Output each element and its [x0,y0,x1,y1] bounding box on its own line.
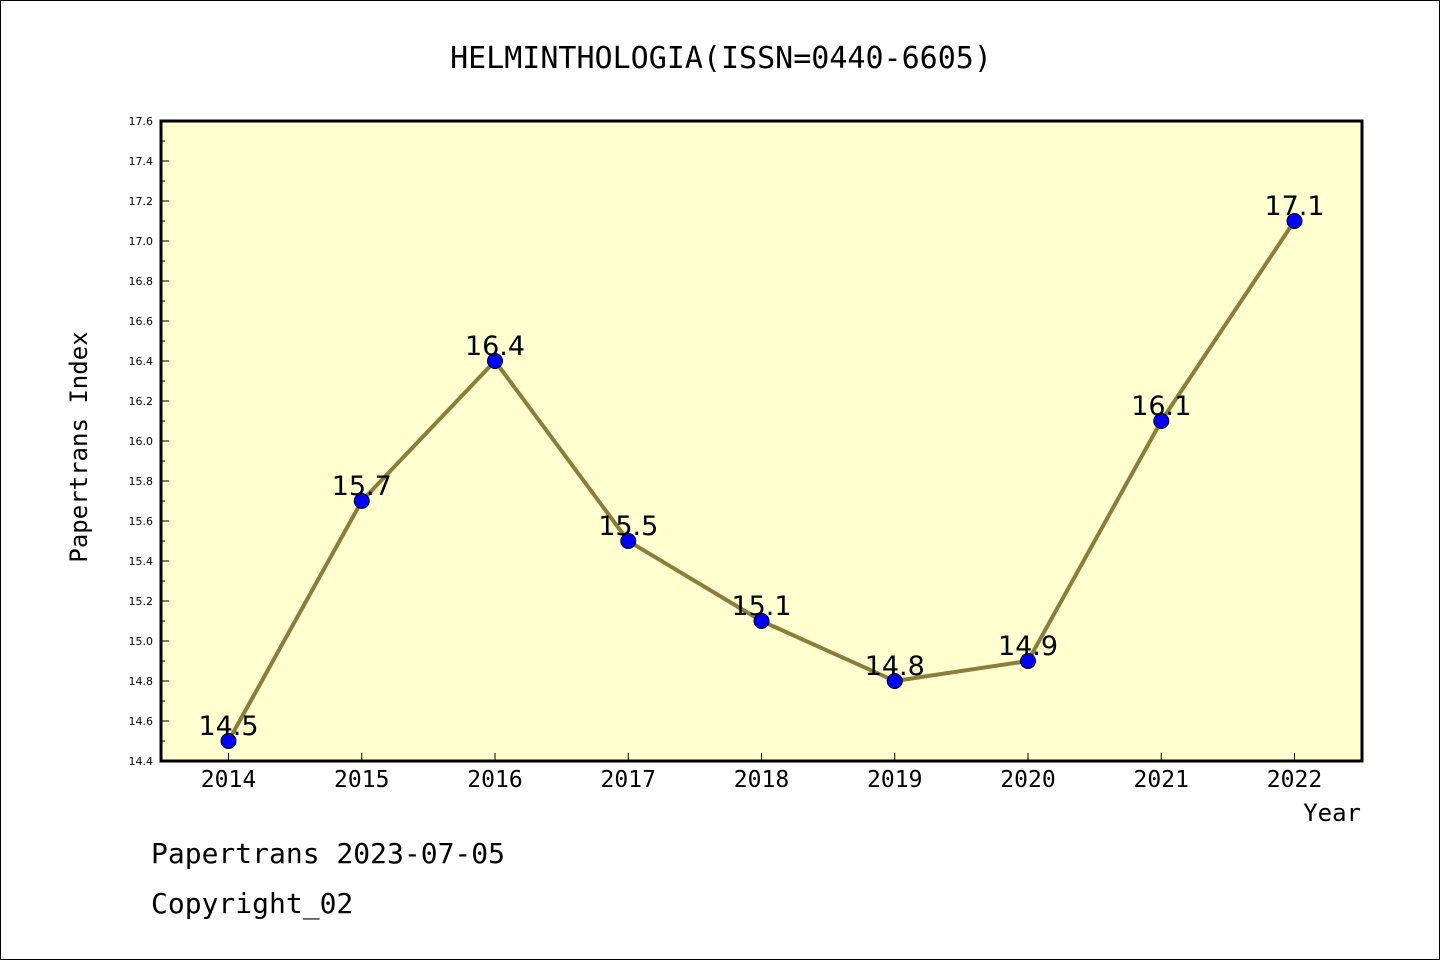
data-label: 14.5 [198,711,258,742]
data-point-marker [1286,213,1303,229]
x-tick-label: 2021 [1134,767,1189,793]
y-tick-label: 15.4 [129,555,154,568]
y-tick-label: 17.2 [129,195,154,208]
source-date-text: Papertrans 2023-07-05 [151,837,506,870]
y-tick-label: 15.0 [129,635,154,648]
x-tick-label: 2018 [734,767,789,793]
data-point-marker [1153,413,1170,429]
y-tick-label: 16.0 [129,435,154,448]
y-tick-label: 14.8 [129,675,154,688]
y-tick-label: 17.4 [129,155,154,168]
chart-title: HELMINTHOLOGIA(ISSN=0440-6605) [450,41,992,76]
x-tick-label: 2017 [601,767,656,793]
data-label: 14.8 [865,651,925,682]
data-label: 15.5 [598,511,658,542]
data-point-marker [753,613,770,629]
data-point-marker [220,733,237,749]
y-tick-label: 16.6 [129,315,154,328]
y-tick-label: 16.4 [129,355,154,368]
y-axis-label: Papertrans Index [65,331,93,562]
data-label: 16.4 [465,331,525,362]
data-label: 15.1 [731,591,791,622]
x-axis: 2014 2015 2016 2017 2018 2019 2020 2021 2022 [201,753,1322,793]
x-axis-label: Year [1303,799,1361,827]
y-tick-label: 16.2 [129,395,154,408]
y-tick-label: 17.0 [129,235,154,248]
x-tick-label: 2022 [1267,767,1322,793]
data-point-marker [886,673,903,689]
copyright-text: Copyright_02 [151,887,354,920]
data-label: 15.7 [332,471,392,502]
x-tick-label: 2019 [867,767,922,793]
y-tick-label: 15.8 [129,475,154,488]
data-point-marker [353,493,370,509]
data-label-group: 14.5 15.7 16.4 15.5 15.1 14.8 14.9 16.1 17.1 [198,191,1324,742]
y-tick-label: 15.6 [129,515,154,528]
y-tick-label: 16.8 [129,275,154,288]
y-axis: 14.4 14.6 14.8 15.0 15.2 15.4 15.6 15.8 16.0 16.2… [129,115,169,768]
y-tick-label: 14.4 [129,755,154,768]
data-label: 16.1 [1131,391,1191,422]
data-point-marker [1020,653,1036,669]
data-label: 17.1 [1264,191,1324,222]
x-tick-label: 2014 [201,767,256,793]
x-tick-label: 2020 [1000,767,1055,793]
y-tick-label: 17.6 [129,115,154,128]
y-tick-label: 14.6 [129,715,154,728]
x-tick-label: 2015 [334,767,389,793]
x-tick-label: 2016 [467,767,522,793]
plot-area [159,119,1364,763]
data-label: 14.9 [998,631,1058,662]
y-tick-label: 15.2 [129,595,154,608]
data-point-marker [487,353,503,369]
series-line-group [220,213,1303,749]
data-point-marker [620,533,637,549]
